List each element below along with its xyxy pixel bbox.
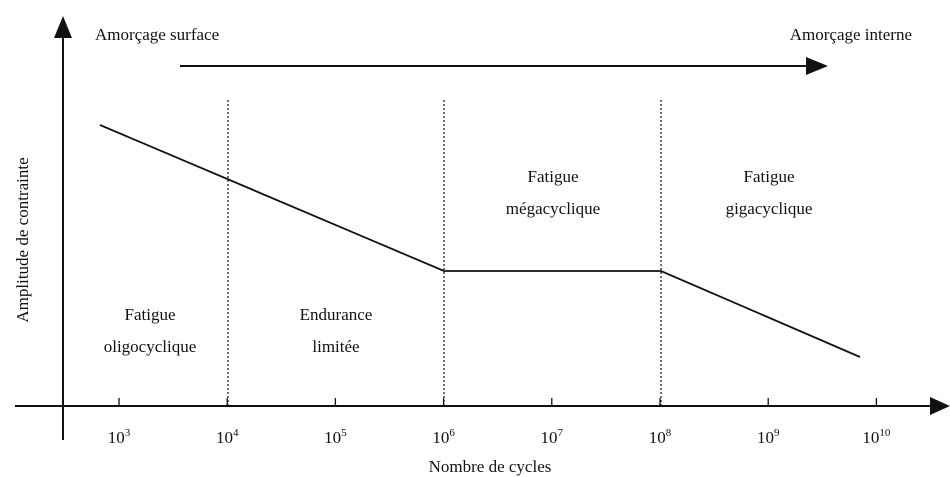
region-label: Fatigue xyxy=(125,305,176,324)
left-label: Amorçage surface xyxy=(95,25,219,44)
x-tick-label: 103 xyxy=(108,427,131,447)
region-label: oligocyclique xyxy=(104,337,197,356)
region-label: gigacyclique xyxy=(726,199,813,218)
x-tick-label: 105 xyxy=(324,427,347,447)
tick-exponent: 8 xyxy=(666,427,672,439)
tick-base: 10 xyxy=(108,428,125,447)
y-arrowhead xyxy=(54,16,72,38)
tick-base: 10 xyxy=(862,428,879,447)
tick-exponent: 7 xyxy=(558,427,564,439)
x-tick-label: 1010 xyxy=(862,427,891,447)
tick-base: 10 xyxy=(757,428,774,447)
tick-base: 10 xyxy=(649,428,666,447)
tick-base: 10 xyxy=(541,428,558,447)
tick-exponent: 4 xyxy=(233,427,239,439)
region-label: Endurance xyxy=(300,305,373,324)
x-tick-label: 108 xyxy=(649,427,672,447)
sn-curve xyxy=(99,124,861,358)
x-arrowhead xyxy=(930,397,950,415)
x-tick-label: 104 xyxy=(216,427,239,447)
tick-base: 10 xyxy=(432,428,449,447)
tick-exponent: 3 xyxy=(125,427,131,439)
tick-exponent: 6 xyxy=(449,427,455,439)
region-label: Fatigue xyxy=(528,167,579,186)
y-axis-label: Amplitude de contrainte xyxy=(13,157,32,322)
region-label: mégacyclique xyxy=(506,199,600,218)
tick-base: 10 xyxy=(216,428,233,447)
x-tick-label: 107 xyxy=(541,427,564,447)
region-label: Fatigue xyxy=(744,167,795,186)
right-label: Amorçage interne xyxy=(790,25,912,44)
tick-base: 10 xyxy=(324,428,341,447)
x-tick-label: 106 xyxy=(432,427,455,447)
region-label: limitée xyxy=(312,337,359,356)
x-axis-label: Nombre de cycles xyxy=(429,457,552,476)
tick-exponent: 9 xyxy=(774,427,780,439)
tick-exponent: 10 xyxy=(879,427,891,439)
x-tick-label: 109 xyxy=(757,427,780,447)
tick-exponent: 5 xyxy=(341,427,347,439)
top-arrowhead xyxy=(806,57,828,75)
